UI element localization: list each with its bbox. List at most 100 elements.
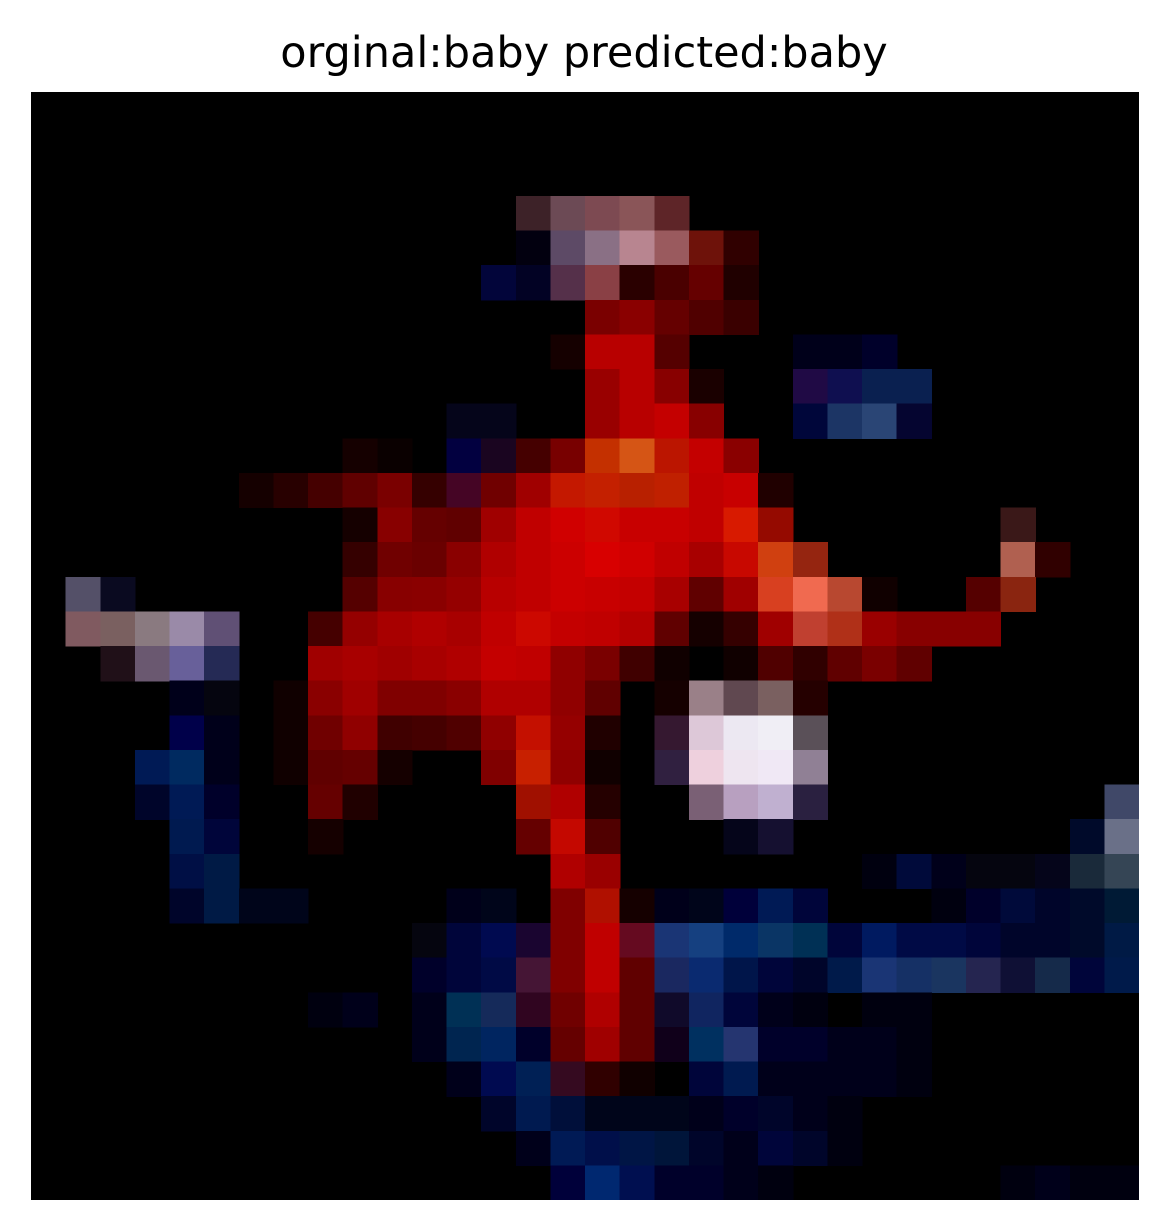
pixel: [965, 853, 1002, 890]
pixel: [654, 1026, 690, 1063]
pixel: [585, 1130, 621, 1167]
pixel: [1069, 957, 1106, 993]
pixel: [515, 542, 552, 578]
pixel: [204, 819, 240, 855]
pixel: [619, 923, 655, 959]
pixel: [550, 507, 586, 543]
pixel: [377, 715, 413, 751]
pixel: [619, 403, 655, 439]
pixel: [342, 611, 378, 647]
pixel: [758, 507, 794, 543]
pixel: [585, 1165, 621, 1200]
pixel: [411, 507, 448, 543]
pixel: [688, 1026, 725, 1063]
pixel: [100, 646, 136, 682]
pixel: [619, 1165, 655, 1200]
pixel: [377, 507, 413, 543]
pixel: [862, 646, 898, 682]
pixel: [515, 438, 552, 474]
pixel: [134, 611, 171, 647]
pixel: [446, 576, 482, 613]
pixel: [1069, 923, 1106, 959]
pixel: [862, 957, 898, 993]
pixel: [654, 611, 690, 647]
pixel: [1000, 542, 1036, 578]
pixel: [204, 646, 240, 682]
pixel: [481, 542, 517, 578]
pixel: [723, 472, 759, 509]
pixel: [169, 749, 205, 786]
pixel: [723, 715, 759, 751]
pixel: [446, 472, 482, 509]
pixel: [758, 1130, 794, 1167]
pixel: [481, 403, 517, 439]
pixel: [377, 576, 413, 613]
pixel: [65, 611, 101, 647]
pixel: [792, 784, 829, 820]
pixel: [619, 438, 655, 474]
pixel: [550, 230, 586, 266]
pixel: [585, 403, 621, 439]
pixel: [169, 680, 205, 716]
pixel: [481, 507, 517, 543]
pixel-cells: [65, 195, 1139, 1200]
pixel: [585, 715, 621, 751]
pixel: [654, 715, 690, 751]
pixel: [550, 576, 586, 613]
pixel: [896, 646, 932, 682]
pixel: [1000, 888, 1036, 924]
pixel: [377, 611, 413, 647]
pixel: [965, 611, 1002, 647]
pixel: [827, 646, 863, 682]
pixel: [654, 472, 690, 509]
pixel: [1104, 888, 1139, 924]
pixel: [654, 957, 690, 993]
pixel: [377, 542, 413, 578]
pixel: [792, 680, 829, 716]
pixel: [758, 646, 794, 682]
pixel: [1035, 888, 1071, 924]
pixel: [1104, 1165, 1139, 1200]
pixel: [758, 715, 794, 751]
pixel: [862, 369, 898, 405]
pixel: [481, 992, 517, 1028]
pixel: [585, 472, 621, 509]
pixel: [723, 265, 759, 301]
pixel: [827, 611, 863, 647]
pixel: [758, 542, 794, 578]
pixel: [446, 1026, 482, 1063]
pixel: [1104, 923, 1139, 959]
pixel: [481, 611, 517, 647]
pixel: [931, 923, 967, 959]
pixel: [1000, 923, 1036, 959]
pixel: [688, 369, 725, 405]
pixel: [169, 715, 205, 751]
pixel: [169, 819, 205, 855]
pixel: [688, 1130, 725, 1167]
pixel: [204, 715, 240, 751]
pixel: [342, 542, 378, 578]
pixel: [688, 472, 725, 509]
pixel: [723, 784, 759, 820]
pixel: [481, 1061, 517, 1097]
pixel: [515, 195, 552, 232]
pixel: [342, 715, 378, 751]
pixel: [723, 1130, 759, 1167]
pixel: [446, 992, 482, 1028]
pixel: [723, 680, 759, 716]
pixel: [481, 1026, 517, 1063]
pixel: [342, 784, 378, 820]
pixel: [619, 472, 655, 509]
pixel: [550, 1061, 586, 1097]
pixel: [1069, 819, 1106, 855]
pixelated-image: [31, 92, 1139, 1200]
pixel: [723, 299, 759, 336]
pixel: [585, 749, 621, 786]
pixel: [550, 992, 586, 1028]
pixel: [550, 1026, 586, 1063]
pixel: [654, 195, 690, 232]
pixel: [654, 576, 690, 613]
pixel: [515, 472, 552, 509]
pixel: [619, 888, 655, 924]
pixel: [411, 611, 448, 647]
